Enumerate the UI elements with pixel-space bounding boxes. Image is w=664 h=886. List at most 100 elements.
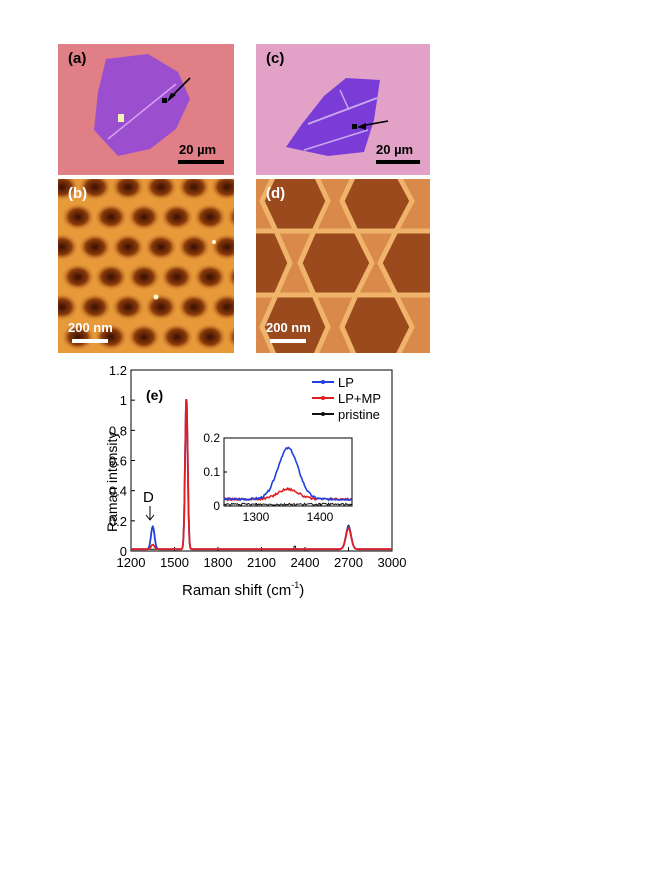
afm-pore — [78, 293, 112, 321]
x-tick-label: 1800 — [204, 555, 233, 570]
series-line-lp-mp — [131, 399, 392, 551]
afm-pore — [111, 179, 145, 201]
scale-bar — [270, 339, 306, 343]
afm-pore — [58, 179, 79, 201]
legend-marker — [321, 396, 325, 400]
arrow-shaft — [170, 77, 191, 98]
afm-pore-pattern — [58, 179, 234, 351]
y-tick-label: 0.2 — [109, 514, 127, 529]
y-tick-label: 1 — [120, 393, 127, 408]
inset-series-line-lp — [223, 446, 353, 502]
panel-b-afm-svg — [58, 179, 234, 351]
y-tick-label: 0.4 — [109, 484, 127, 499]
d-peak-arrowhead — [145, 514, 155, 521]
arrow-head — [357, 123, 366, 130]
panel-d-afm-image: (d) 200 nm — [256, 179, 430, 353]
afm-hexagon-pattern — [256, 179, 430, 353]
bright-spot — [118, 114, 124, 122]
inset-x-tick-label: 1300 — [243, 510, 270, 524]
afm-pore — [111, 293, 145, 321]
panel-label-d: (d) — [266, 185, 286, 202]
y-tick-label: 0 — [120, 544, 127, 559]
afm-pore — [160, 263, 194, 291]
panel-b-afm-image: (b) 200 nm — [58, 179, 234, 353]
afm-pore — [127, 323, 161, 351]
y-tick-label: 0.6 — [109, 454, 127, 469]
x-tick-label: 3000 — [378, 555, 407, 570]
x-tick-label: 2700 — [334, 555, 363, 570]
scale-bar — [178, 160, 224, 164]
chart-axes: 1200 1500 1800 2100 2400 2700 3000 0 0.2 0.4 0.6 0.… — [109, 363, 407, 570]
panel-c-optical-image: (c) 20 µm — [256, 44, 430, 175]
afm-pore — [177, 233, 211, 261]
x-tick-label: 2400 — [291, 555, 320, 570]
scale-label-a: 20 µm — [179, 142, 217, 157]
panel-label-a: (a) — [68, 50, 87, 67]
afm-pore — [226, 325, 234, 349]
afm-pore — [160, 203, 194, 231]
legend-label: LP+MP — [338, 391, 381, 406]
afm-pore — [193, 323, 227, 351]
fold-line — [307, 97, 378, 125]
legend-label: LP — [338, 375, 354, 390]
scale-bar — [72, 339, 108, 343]
afm-pore — [144, 293, 178, 321]
afm-pore — [58, 233, 79, 261]
inset-x-tick-label: 1400 — [307, 510, 334, 524]
inset-y-tick-label: 0.1 — [203, 465, 220, 479]
inset-series-line-pristine — [223, 502, 353, 507]
panel-d-afm-svg — [256, 179, 430, 353]
scale-bar — [376, 160, 420, 164]
scale-label-b: 200 nm — [68, 320, 113, 335]
afm-pore — [58, 293, 79, 321]
panel-label-c: (c) — [266, 50, 285, 67]
x-tick-label: 2100 — [247, 555, 276, 570]
afm-pore — [61, 323, 95, 351]
afm-pore — [127, 263, 161, 291]
x-tick-label: 1500 — [160, 555, 189, 570]
inset-y-tick-label: 0.2 — [203, 431, 220, 445]
x-axis-label: Raman shift (cm-1) — [182, 580, 304, 598]
y-tick-label: 1.2 — [109, 363, 127, 378]
scale-label-d: 200 nm — [266, 320, 311, 335]
afm-pore — [94, 203, 128, 231]
bright-particle — [212, 240, 216, 244]
graphene-flake — [94, 54, 190, 156]
afm-pore — [94, 323, 128, 351]
legend-marker — [321, 412, 325, 416]
afm-pore — [111, 233, 145, 261]
fold-line — [303, 129, 369, 151]
inset-frame — [223, 437, 353, 507]
afm-pore — [144, 179, 178, 201]
marker-square — [352, 124, 357, 129]
panel-a-flake-svg — [94, 54, 224, 164]
afm-pore — [61, 203, 95, 231]
scale-label-c: 20 µm — [376, 142, 414, 157]
panel-label-b: (b) — [68, 185, 88, 202]
afm-pore — [61, 263, 95, 291]
afm-pore — [127, 203, 161, 231]
fold-line — [339, 89, 350, 111]
afm-pore — [210, 293, 234, 321]
legend-marker — [321, 380, 325, 384]
marker-square — [162, 98, 167, 103]
afm-pore — [78, 233, 112, 261]
afm-pore — [94, 263, 128, 291]
afm-pore — [78, 179, 112, 201]
arrow-head — [167, 93, 176, 102]
d-peak-annotation: D — [143, 489, 154, 506]
raman-spectrum-chart: 1200 1500 1800 2100 2400 2700 3000 0 0.2 0.4 0.6 0.… — [104, 363, 407, 598]
inset-y-tick-label: 0 — [213, 499, 220, 513]
afm-pore — [193, 203, 227, 231]
afm-pore — [193, 263, 227, 291]
inset-chart: 1300 1400 0 0.1 0.2 — [203, 431, 353, 524]
afm-pore — [177, 179, 211, 201]
afm-pore — [226, 205, 234, 229]
fold-line — [107, 83, 177, 140]
afm-pore — [144, 233, 178, 261]
panel-label-e: (e) — [146, 387, 163, 403]
afm-pore — [160, 323, 194, 351]
panel-c-flake-svg — [286, 78, 420, 164]
afm-pore — [177, 293, 211, 321]
